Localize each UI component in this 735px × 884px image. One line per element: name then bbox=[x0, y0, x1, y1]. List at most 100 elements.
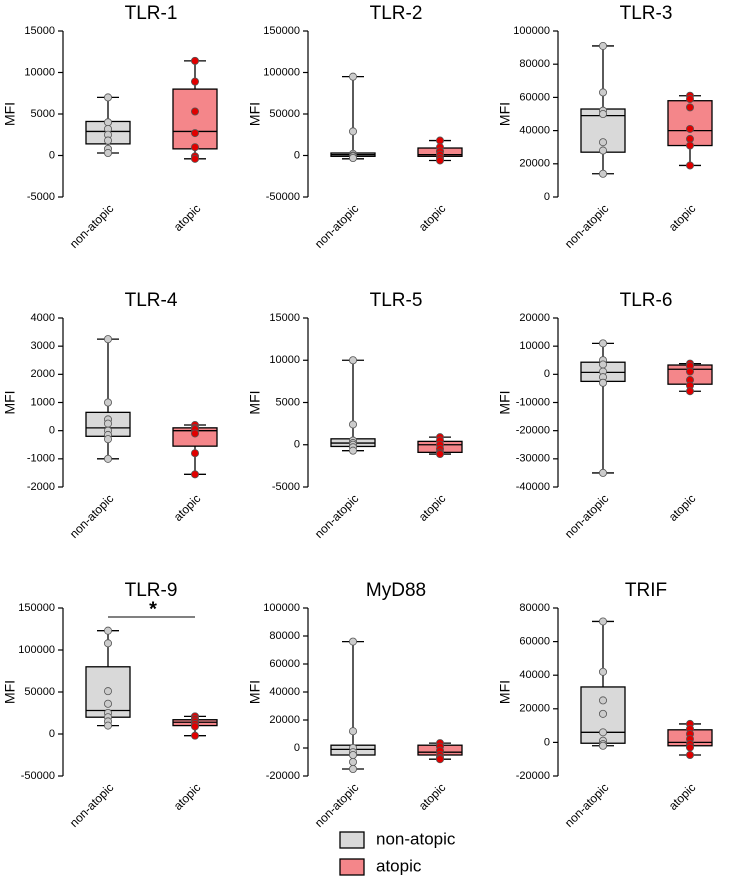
x-tick-label: atopic bbox=[416, 780, 449, 813]
data-point bbox=[190, 154, 199, 163]
y-tick-label: 15000 bbox=[24, 25, 55, 37]
y-tick-label: 0 bbox=[544, 191, 550, 203]
y-tick-label: 150000 bbox=[18, 602, 55, 614]
y-tick-label: 5000 bbox=[31, 108, 55, 120]
y-tick-label: -5000 bbox=[272, 481, 300, 493]
chart-title: TLR-3 bbox=[620, 3, 673, 24]
data-point bbox=[348, 446, 357, 455]
data-point bbox=[348, 356, 357, 365]
x-tick-label: atopic bbox=[171, 780, 204, 813]
data-point bbox=[104, 639, 113, 648]
data-point bbox=[599, 728, 608, 737]
data-point bbox=[348, 758, 357, 767]
data-point bbox=[190, 143, 199, 152]
y-tick-label: 0 bbox=[544, 368, 550, 380]
data-point bbox=[348, 127, 357, 136]
y-axis-label: MFI bbox=[247, 390, 263, 414]
chart-title: TLR-2 bbox=[370, 3, 423, 24]
data-point bbox=[435, 755, 444, 764]
data-point bbox=[599, 339, 608, 348]
y-tick-label: 1000 bbox=[31, 396, 55, 408]
chart-title: TLR-1 bbox=[125, 3, 178, 24]
y-tick-label: 20000 bbox=[519, 703, 550, 715]
y-tick-label: 60000 bbox=[519, 91, 550, 103]
data-point bbox=[599, 468, 608, 477]
data-point bbox=[686, 161, 695, 170]
chart-title: TRIF bbox=[625, 580, 667, 601]
y-tick-label: 20000 bbox=[519, 158, 550, 170]
legend-label: non-atopic bbox=[376, 829, 456, 848]
data-point bbox=[435, 156, 444, 165]
y-tick-label: 0 bbox=[49, 728, 55, 740]
data-point bbox=[599, 88, 608, 97]
data-point bbox=[686, 367, 695, 376]
data-point bbox=[435, 450, 444, 459]
y-axis-label: MFI bbox=[247, 102, 263, 126]
x-tick-label: atopic bbox=[171, 491, 204, 524]
data-point bbox=[104, 721, 113, 730]
chart-title: MyD88 bbox=[366, 580, 426, 601]
x-tick-label: atopic bbox=[171, 201, 204, 234]
data-point bbox=[348, 751, 357, 760]
y-tick-label: 80000 bbox=[269, 630, 300, 642]
data-point bbox=[599, 617, 608, 626]
data-point bbox=[348, 420, 357, 429]
y-tick-label: 0 bbox=[294, 149, 300, 161]
chart-title: TLR-4 bbox=[125, 290, 178, 311]
y-tick-label: 80000 bbox=[519, 602, 550, 614]
data-point bbox=[599, 667, 608, 676]
data-point bbox=[348, 765, 357, 774]
y-tick-label: 20000 bbox=[519, 312, 550, 324]
y-tick-label: 150000 bbox=[263, 25, 300, 37]
y-tick-label: -20000 bbox=[516, 425, 550, 437]
data-point bbox=[686, 387, 695, 396]
y-tick-label: 10000 bbox=[519, 340, 550, 352]
y-tick-label: 10000 bbox=[24, 66, 55, 78]
y-tick-label: 60000 bbox=[519, 636, 550, 648]
data-point bbox=[190, 722, 199, 731]
data-point bbox=[104, 335, 113, 344]
y-tick-label: 3000 bbox=[31, 340, 55, 352]
y-tick-label: -5000 bbox=[27, 191, 55, 203]
data-point bbox=[686, 124, 695, 133]
data-point bbox=[190, 449, 199, 458]
y-tick-label: 100000 bbox=[263, 66, 300, 78]
y-tick-label: -50000 bbox=[266, 191, 300, 203]
y-tick-label: 4000 bbox=[31, 312, 55, 324]
data-point bbox=[104, 93, 113, 102]
data-point bbox=[104, 454, 113, 463]
y-tick-label: 80000 bbox=[519, 58, 550, 70]
data-point bbox=[190, 731, 199, 740]
y-tick-label: 100000 bbox=[263, 602, 300, 614]
box bbox=[172, 88, 218, 150]
x-tick-label: atopic bbox=[416, 491, 449, 524]
y-tick-label: 0 bbox=[49, 149, 55, 161]
data-point bbox=[190, 56, 199, 65]
data-point bbox=[190, 107, 199, 116]
y-tick-label: -40000 bbox=[516, 481, 550, 493]
data-point bbox=[686, 95, 695, 104]
data-point bbox=[599, 146, 608, 155]
data-point bbox=[104, 435, 113, 444]
x-tick-label: non-atopic bbox=[67, 780, 117, 830]
data-point bbox=[104, 149, 113, 158]
legend-label: atopic bbox=[376, 856, 422, 875]
data-point bbox=[348, 727, 357, 736]
data-point bbox=[599, 378, 608, 387]
x-tick-label: atopic bbox=[666, 780, 699, 813]
data-point bbox=[599, 110, 608, 119]
x-tick-label: non-atopic bbox=[67, 201, 117, 251]
data-point bbox=[348, 153, 357, 162]
y-tick-label: 10000 bbox=[269, 354, 300, 366]
y-tick-label: 0 bbox=[294, 742, 300, 754]
data-point bbox=[190, 129, 199, 138]
data-point bbox=[599, 696, 608, 705]
x-tick-label: non-atopic bbox=[562, 780, 612, 830]
x-tick-label: atopic bbox=[666, 201, 699, 234]
data-point bbox=[104, 398, 113, 407]
data-point bbox=[599, 41, 608, 50]
data-point bbox=[104, 118, 113, 127]
y-tick-label: -10000 bbox=[516, 396, 550, 408]
y-tick-label: 40000 bbox=[269, 686, 300, 698]
